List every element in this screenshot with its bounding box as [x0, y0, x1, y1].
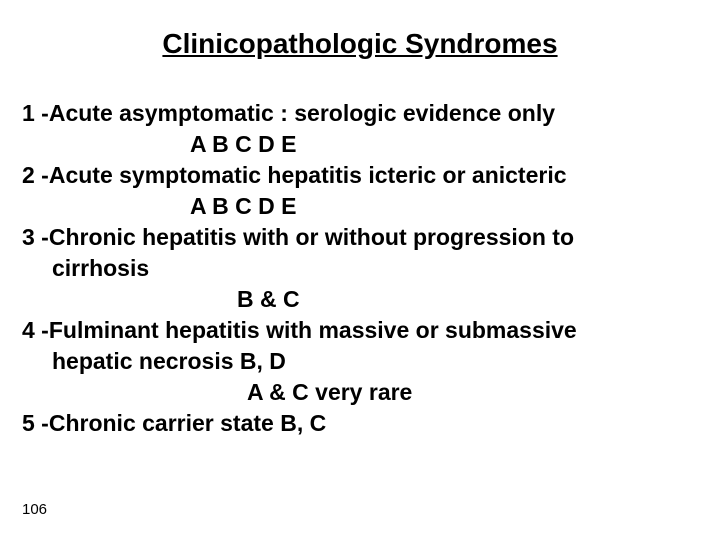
- slide-title: Clinicopathologic Syndromes: [22, 28, 698, 60]
- slide-container: Clinicopathologic Syndromes 1 -Acute asy…: [0, 0, 720, 440]
- line-2: A B C D E: [22, 129, 698, 160]
- slide-body: 1 -Acute asymptomatic : serologic eviden…: [22, 98, 698, 440]
- line-6: B & C: [22, 284, 698, 315]
- line-5: 3 -Chronic hepatitis with or without pro…: [22, 222, 698, 253]
- line-5b: cirrhosis: [22, 253, 698, 284]
- line-9: 5 -Chronic carrier state B, C: [22, 408, 698, 439]
- line-4: A B C D E: [22, 191, 698, 222]
- line-7b: hepatic necrosis B, D: [22, 346, 698, 377]
- page-number: 106: [22, 501, 47, 518]
- line-3: 2 -Acute symptomatic hepatitis icteric o…: [22, 160, 698, 191]
- line-8: A & C very rare: [22, 377, 698, 408]
- line-7: 4 -Fulminant hepatitis with massive or s…: [22, 315, 698, 346]
- line-1: 1 -Acute asymptomatic : serologic eviden…: [22, 98, 698, 129]
